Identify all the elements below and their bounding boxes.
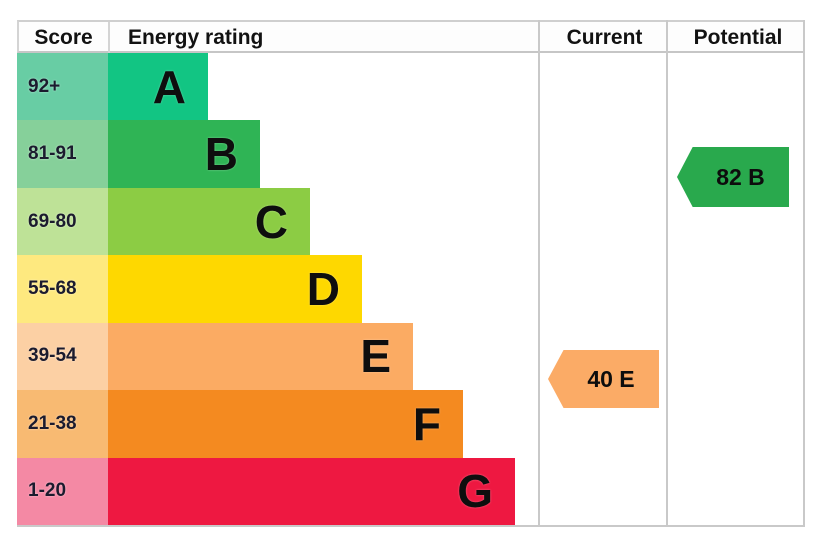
- band-rows: 92+ A 81-91 B 69-80 C 55-68 D 39-54: [17, 53, 538, 525]
- band-row: 21-38 F: [17, 390, 538, 458]
- band-letter: B: [204, 128, 238, 181]
- band-row: 92+ A: [17, 53, 538, 121]
- band-score-label: 69-80: [28, 210, 77, 232]
- column-divider-current: [538, 20, 540, 527]
- band-letter: G: [457, 465, 493, 518]
- band-bar: E: [108, 322, 413, 391]
- band-row: 55-68 D: [17, 255, 538, 323]
- band-score-cell: 39-54: [17, 322, 108, 391]
- band-letter: E: [360, 330, 391, 383]
- table-right-border: [803, 20, 805, 527]
- energy-rating-table: Score Energy rating Current Potential 92…: [17, 20, 805, 527]
- band-bar: A: [108, 53, 208, 121]
- band-bar: B: [108, 120, 260, 188]
- band-bar: F: [108, 390, 463, 458]
- band-score-cell: 21-38: [17, 390, 108, 458]
- band-row: 1-20 G: [17, 457, 538, 525]
- band-score-cell: 55-68: [17, 255, 108, 323]
- band-score-label: 55-68: [28, 277, 77, 299]
- band-score-cell: 69-80: [17, 187, 108, 256]
- band-score-label: 81-91: [28, 143, 77, 165]
- band-score-cell: 81-91: [17, 120, 108, 188]
- band-score-label: 1-20: [28, 480, 67, 502]
- potential-rating-arrow: 82 B: [677, 147, 789, 207]
- band-row: 39-54 E: [17, 322, 538, 391]
- band-bar: G: [108, 457, 515, 525]
- band-letter: D: [306, 262, 340, 315]
- band-row: 81-91 B: [17, 120, 538, 188]
- band-bar: D: [108, 255, 362, 323]
- band-score-label: 21-38: [28, 412, 77, 434]
- band-score-label: 39-54: [28, 345, 77, 367]
- band-score-cell: 92+: [17, 53, 108, 121]
- band-score-label: 92+: [28, 75, 61, 97]
- band-letter: C: [254, 195, 288, 248]
- band-letter: A: [152, 60, 186, 113]
- column-header-score: Score: [19, 22, 110, 53]
- band-row: 69-80 C: [17, 187, 538, 256]
- band-score-cell: 1-20: [17, 457, 108, 525]
- table-bottom-border: [17, 525, 805, 527]
- table-header-row: Score Energy rating Current Potential: [17, 20, 805, 53]
- column-header-potential: Potential: [693, 25, 783, 49]
- band-bar: C: [108, 187, 310, 256]
- column-header-current: Current: [566, 25, 643, 49]
- column-divider-potential: [666, 20, 668, 527]
- column-header-energy-rating: Energy rating: [128, 25, 264, 49]
- band-letter: F: [412, 397, 441, 450]
- current-rating-arrow: 40 E: [548, 350, 659, 408]
